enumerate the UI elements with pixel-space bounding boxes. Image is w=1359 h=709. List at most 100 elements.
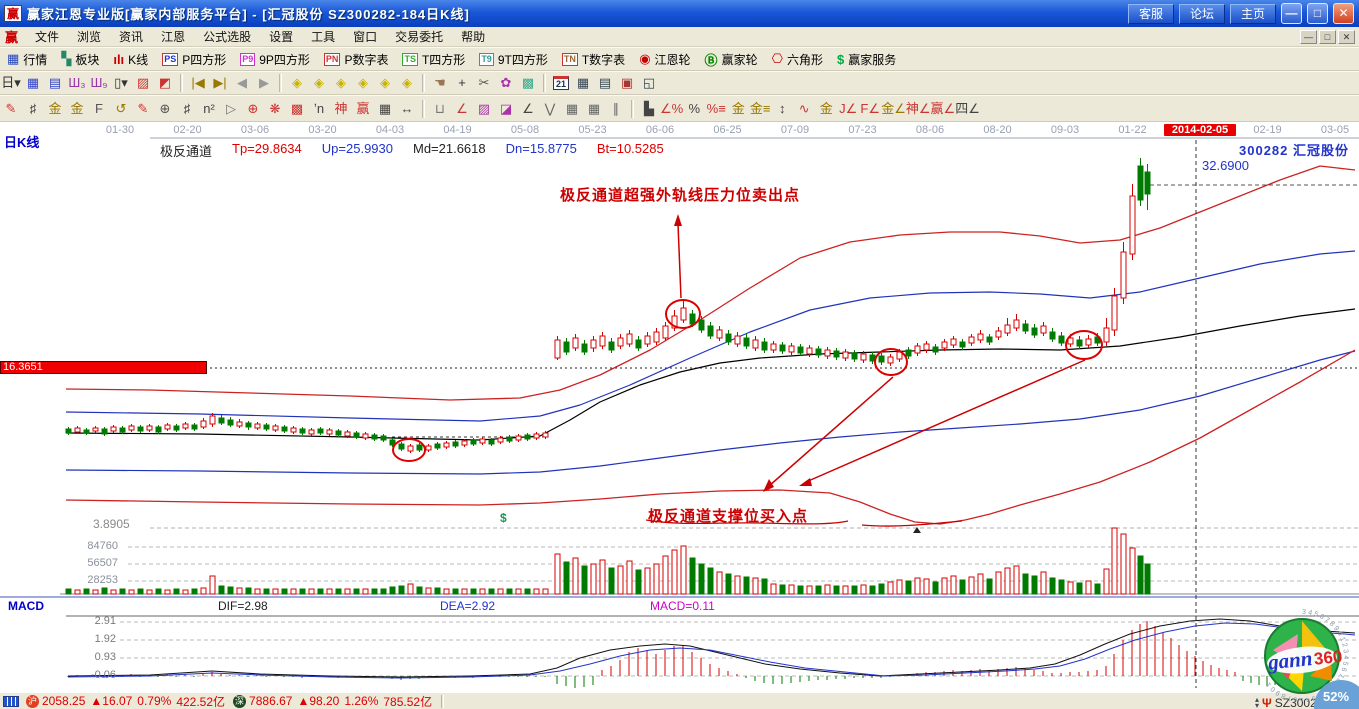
toolbar-kline-button[interactable]: ılı K线 <box>106 51 155 68</box>
mdi-restore-button[interactable]: □ <box>1319 29 1336 44</box>
menu-item-8[interactable]: 交易委托 <box>395 30 444 44</box>
flower-tool-button[interactable]: ✿ <box>500 75 512 90</box>
width-tool-button[interactable]: ↔ <box>400 100 414 116</box>
menu-item-2[interactable]: 资讯 <box>119 30 144 44</box>
fibonacci-grid-button[interactable]: F <box>95 100 103 116</box>
crosshair-tool-button[interactable]: + <box>458 75 466 90</box>
gold-angle-button[interactable]: 金∠ <box>881 100 906 116</box>
restore-button[interactable]: □ <box>1307 3 1328 24</box>
gold-gate-1-button[interactable]: 金 <box>48 100 62 116</box>
ma-3-lines-button[interactable]: Ш₃ <box>68 75 86 90</box>
updown-tool-button[interactable]: ↕ <box>778 100 786 116</box>
hand-tool-button[interactable]: ☚ <box>434 75 446 90</box>
fan-red-button[interactable]: ∠ <box>456 100 468 116</box>
grid-tool-button[interactable]: ♯ <box>29 100 37 116</box>
toolbar-gann-wheel-button[interactable]: ◉ 江恩轮 <box>632 51 697 68</box>
menu-item-3[interactable]: 江恩 <box>161 30 186 44</box>
menu-item-9[interactable]: 帮助 <box>461 30 486 44</box>
menu-item-7[interactable]: 窗口 <box>353 30 378 44</box>
calendar-button[interactable]: 21 <box>550 73 572 93</box>
close-button[interactable]: ✕ <box>1333 3 1354 24</box>
toolbar-sectors-button[interactable]: ▚ 板块 <box>54 51 106 68</box>
menu-item-1[interactable]: 浏览 <box>77 30 102 44</box>
chart-canvas[interactable] <box>0 122 1359 692</box>
toolbar-quotes-button[interactable]: ▦ 行情 <box>0 51 54 68</box>
save-button[interactable]: ▣ <box>620 75 634 90</box>
menu-item-5[interactable]: 设置 <box>269 30 294 44</box>
toolbar-9t-square-button[interactable]: T9 9T四方形 <box>472 51 555 68</box>
gann-diamond-2-button[interactable]: ◈ <box>314 75 324 90</box>
toolbar-9p-square-button[interactable]: P9 9P四方形 <box>233 51 317 68</box>
toolbar-p-square-button[interactable]: PS P四方形 <box>155 51 233 68</box>
angle-tool-button[interactable]: ∠ <box>522 100 534 116</box>
minimize-button[interactable]: — <box>1281 3 1302 24</box>
gold-circle-button[interactable]: 金 <box>731 100 745 116</box>
brush-tool-button[interactable]: ✎ <box>5 100 17 116</box>
fan-box-2-button[interactable]: ◪ <box>499 100 513 116</box>
nav-prev-button[interactable]: ◀ <box>237 75 247 90</box>
menu-item-4[interactable]: 公式选股 <box>203 30 252 44</box>
scissors-tool-button[interactable]: ✂ <box>478 75 490 90</box>
gann-diamond-6-button[interactable]: ◈ <box>402 75 412 90</box>
wave-tool-button[interactable]: ∿ <box>798 100 810 116</box>
keyboard-icon[interactable] <box>3 695 19 707</box>
gann-diamond-1-button[interactable]: ◈ <box>292 75 302 90</box>
v-lines-button[interactable]: ⋁ <box>544 100 556 116</box>
toolbar-t-digit-table-button[interactable]: TN T数字表 <box>555 51 632 68</box>
menu-item-6[interactable]: 工具 <box>311 30 336 44</box>
gold-angle-0-button[interactable]: 金 <box>819 100 833 116</box>
gann-diamond-3-button[interactable]: ◈ <box>336 75 346 90</box>
gann-diamond-4-button[interactable]: ◈ <box>358 75 368 90</box>
gold-lines-button[interactable]: 金≡ <box>749 100 771 116</box>
ruler-123-button[interactable]: ▦ <box>378 100 392 116</box>
customer-service-button[interactable]: 客服 <box>1128 3 1174 24</box>
scroll-buttons[interactable]: ▴ ▾ <box>1255 694 1260 709</box>
mdi-close-button[interactable]: ✕ <box>1338 29 1355 44</box>
fan-box-1-button[interactable]: ▨ <box>477 100 491 116</box>
j-angle-button[interactable]: J∠ <box>839 100 858 116</box>
percent-lines-button[interactable]: %≡ <box>706 100 726 116</box>
burst-tool-button[interactable]: ❋ <box>269 100 281 116</box>
calculator-button[interactable]: ▦ <box>576 75 590 90</box>
shen-angle-button[interactable]: 神∠ <box>905 100 931 116</box>
mdi-minimize-button[interactable]: — <box>1300 29 1317 44</box>
hash-grid-button[interactable]: ♯ <box>183 100 191 116</box>
shen-grid-button[interactable]: 神 <box>334 100 348 116</box>
ma-9-lines-button[interactable]: Ш₉ <box>90 75 108 90</box>
quote-tool-button[interactable]: ʼn <box>313 100 325 116</box>
gold-gate-2-button[interactable]: 金 <box>70 100 84 116</box>
nav-first-button[interactable]: |◀ <box>191 75 205 90</box>
maze-tool-button[interactable]: ▩ <box>521 75 535 90</box>
toolbar-p-digit-table-button[interactable]: PN P数字表 <box>317 51 396 68</box>
pattern-red-button[interactable]: ▨ <box>136 75 150 90</box>
spiral-tool-button[interactable]: ↺ <box>115 100 127 116</box>
new-window-button[interactable]: ◱ <box>642 75 656 90</box>
brush-tool-2-button[interactable]: ✎ <box>137 100 149 116</box>
ying-grid-button[interactable]: 赢 <box>356 100 370 116</box>
nav-last-button[interactable]: ▶| <box>213 75 227 90</box>
clipboard-button[interactable]: ▤ <box>48 75 62 90</box>
ying-angle-button[interactable]: 赢∠ <box>930 100 956 116</box>
si-angle-button[interactable]: 四∠ <box>955 100 980 116</box>
forum-button[interactable]: 论坛 <box>1179 3 1225 24</box>
toolbar-winner-service-button[interactable]: $ 赢家服务 <box>830 51 903 68</box>
prism-tool-button[interactable]: ▷ <box>226 100 236 116</box>
slashes-tool-button[interactable]: ∥ <box>612 100 620 116</box>
toolbar-winner-wheel-button[interactable]: Ⓑ 赢家轮 <box>698 50 765 69</box>
f-angle-button[interactable]: F∠ <box>860 100 881 116</box>
web-tool-button[interactable]: ▩ <box>290 100 304 116</box>
sz-index[interactable]: 7886.67 <box>249 694 293 708</box>
candle-style-selector-button[interactable]: ▯▾ <box>114 75 128 90</box>
nav-next-button[interactable]: ▶ <box>259 75 269 90</box>
corner-tool-button[interactable]: ▙ <box>644 100 654 116</box>
toolbar-hexagon-button[interactable]: ⎔ 六角形 <box>765 51 830 68</box>
pattern-window-button[interactable]: ▦ <box>26 75 40 90</box>
color-chart-button[interactable]: ◩ <box>158 75 172 90</box>
target-tool-button[interactable]: ⊕ <box>247 100 259 116</box>
sh-index[interactable]: 2058.25 <box>42 694 86 708</box>
pct-angle-button[interactable]: ∠% <box>660 100 684 116</box>
kline-period-selector-button[interactable]: 日▾ <box>1 75 21 90</box>
circle-grid-button[interactable]: ⊕ <box>159 100 171 116</box>
grid-b-button[interactable]: ▦ <box>587 100 601 116</box>
menu-item-0[interactable]: 文件 <box>35 30 60 44</box>
